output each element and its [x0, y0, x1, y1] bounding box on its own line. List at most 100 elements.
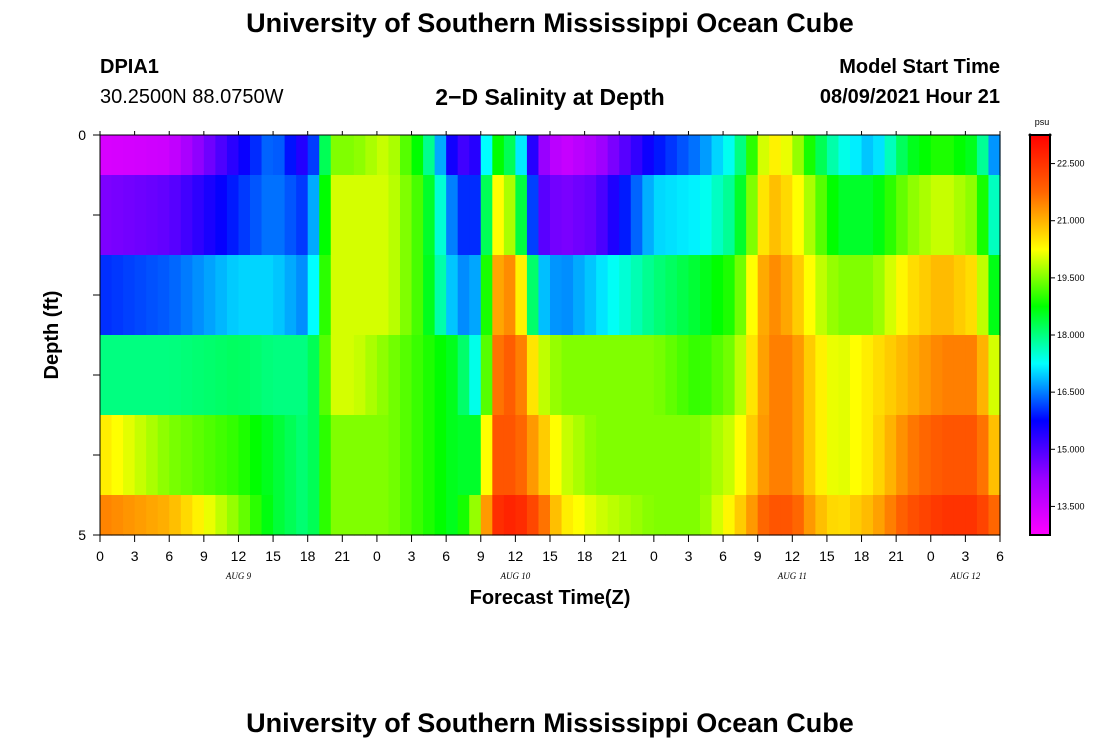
heatmap-cell — [919, 495, 932, 536]
heatmap-cell — [100, 255, 113, 336]
heatmap-cell — [365, 495, 378, 536]
heatmap-cell — [896, 175, 909, 256]
heatmap-cell — [953, 135, 966, 176]
heatmap-cell — [296, 175, 309, 256]
heatmap-cell — [584, 335, 597, 416]
heatmap-cell — [446, 175, 459, 256]
heatmap-cell — [400, 335, 413, 416]
heatmap-cell — [250, 335, 263, 416]
heatmap-cell — [169, 255, 182, 336]
colorbar-unit: psu — [1035, 117, 1050, 127]
heatmap-cell — [503, 175, 516, 256]
heatmap-cell — [873, 335, 886, 416]
heatmap-cell — [457, 175, 470, 256]
x-tick-label: 12 — [785, 548, 801, 564]
heatmap-cell — [607, 135, 620, 176]
colorbar-gradient — [1029, 134, 1051, 536]
heatmap-cell — [400, 415, 413, 496]
heatmap-cell — [226, 415, 240, 496]
heatmap-cell — [884, 415, 897, 496]
heatmap-cell — [711, 255, 724, 336]
heatmap-cell — [873, 135, 886, 176]
heatmap-cell — [203, 175, 216, 256]
heatmap-cell — [503, 255, 516, 336]
heatmap-cell — [376, 175, 390, 256]
heatmap-cell — [665, 255, 678, 336]
heatmap-cell — [734, 415, 747, 496]
heatmap-cell — [815, 135, 828, 176]
y-tick-label: 5 — [78, 527, 86, 543]
heatmap-cell — [192, 415, 205, 496]
heatmap-cell — [365, 175, 378, 256]
colorbar-tick-label: 19.500 — [1057, 273, 1085, 283]
heatmap-cell — [700, 495, 713, 536]
heatmap-cell — [757, 495, 770, 536]
heatmap-cell — [780, 175, 793, 256]
heatmap-cell — [711, 415, 724, 496]
heatmap-cell — [411, 255, 424, 336]
heatmap-cell — [723, 135, 736, 176]
heatmap-cell — [815, 335, 828, 416]
model-start-value: 08/09/2021 Hour 21 — [819, 86, 1000, 108]
heatmap-cell — [976, 175, 990, 256]
heatmap-cell — [757, 335, 770, 416]
heatmap-cell — [261, 255, 274, 336]
heatmap-cell — [850, 135, 863, 176]
heatmap-cell — [826, 255, 840, 336]
chart-title: 2−D Salinity at Depth — [435, 84, 665, 110]
heatmap-cell — [342, 415, 355, 496]
heatmap-cell — [469, 335, 482, 416]
heatmap-cell — [619, 255, 632, 336]
heatmap-cell — [596, 495, 609, 536]
page-title: University of Southern Mississippi Ocean… — [246, 8, 854, 38]
heatmap-cell — [769, 335, 782, 416]
heatmap-cell — [388, 415, 401, 496]
heatmap-cell — [561, 495, 574, 536]
heatmap-cell — [503, 335, 516, 416]
heatmap-cell — [319, 175, 332, 256]
heatmap-cell — [792, 335, 805, 416]
heatmap-cell — [123, 135, 136, 176]
heatmap-cell — [515, 335, 528, 416]
heatmap-cell — [319, 255, 332, 336]
heatmap-cell — [169, 335, 182, 416]
heatmap-cell — [850, 175, 863, 256]
heatmap-cell — [642, 495, 655, 536]
heatmap-cell — [607, 255, 620, 336]
heatmap-cell — [226, 495, 240, 536]
heatmap-cell — [526, 495, 540, 536]
heatmap-cell — [965, 135, 978, 176]
x-tick-label: 0 — [373, 548, 381, 564]
heatmap-cell — [850, 495, 863, 536]
heatmap-cell — [746, 335, 759, 416]
heatmap-cell — [330, 175, 343, 256]
heatmap-cell — [423, 415, 436, 496]
x-tick-label: 15 — [265, 548, 281, 564]
heatmap-cell — [434, 495, 447, 536]
heatmap-cell — [873, 415, 886, 496]
heatmap-cell — [330, 495, 343, 536]
heatmap-cell — [907, 335, 920, 416]
heatmap-cell — [734, 335, 747, 416]
heatmap-cell — [746, 495, 759, 536]
heatmap-cell — [884, 255, 897, 336]
heatmap-cell — [630, 415, 643, 496]
heatmap-cell — [111, 135, 124, 176]
heatmap-cell — [388, 335, 401, 416]
heatmap-cell — [180, 135, 193, 176]
heatmap-cell — [907, 175, 920, 256]
heatmap-cell — [376, 135, 390, 176]
heatmap-cell — [261, 415, 274, 496]
heatmap-cell — [492, 175, 505, 256]
heatmap-cell — [976, 415, 990, 496]
heatmap-cell — [700, 415, 713, 496]
heatmap-cell — [515, 415, 528, 496]
heatmap-cell — [423, 335, 436, 416]
date-label: AUG 11 — [777, 571, 807, 581]
heatmap-cell — [284, 495, 297, 536]
heatmap-cell — [873, 255, 886, 336]
heatmap-cell — [238, 495, 251, 536]
heatmap-cell — [319, 335, 332, 416]
heatmap-cell — [930, 175, 943, 256]
heatmap-cell — [769, 415, 782, 496]
